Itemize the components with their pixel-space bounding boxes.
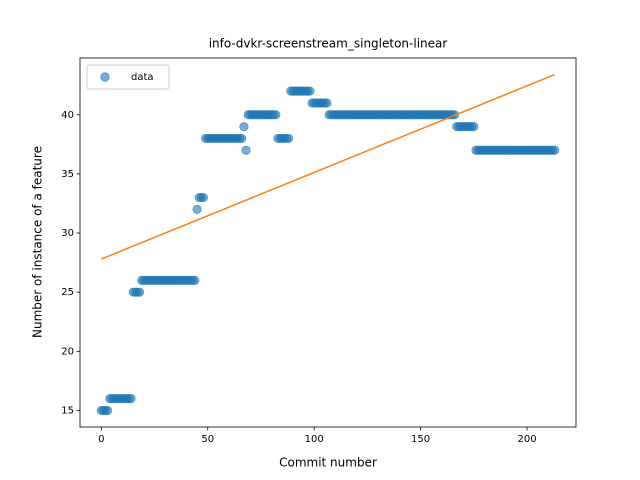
data-point — [192, 204, 202, 214]
data-point — [271, 110, 281, 120]
data-point — [190, 275, 200, 285]
legend-marker — [100, 72, 110, 82]
y-tick-label: 25 — [61, 287, 74, 298]
data-point — [284, 133, 294, 144]
x-tick-label: 0 — [98, 434, 104, 445]
x-tick-label: 150 — [411, 434, 430, 445]
x-tick-label: 50 — [201, 434, 214, 445]
data-point — [237, 133, 247, 144]
data-point — [103, 405, 113, 416]
x-tick-label: 100 — [305, 434, 324, 445]
chart-title: info-dvkr-screenstream_singleton-linear — [209, 37, 448, 51]
data-point — [126, 394, 136, 404]
y-tick-label: 20 — [61, 346, 74, 357]
data-point — [322, 98, 332, 108]
y-axis-label: Number of instance of a feature — [31, 146, 45, 338]
fit-line — [101, 73, 555, 260]
plot-frame — [79, 57, 577, 428]
legend-box — [86, 64, 170, 90]
y-tick-label: 40 — [61, 110, 74, 121]
x-tick-label: 200 — [517, 434, 536, 445]
data-point — [239, 121, 249, 132]
data-point — [135, 287, 145, 297]
data-point — [550, 145, 560, 155]
data-point — [198, 192, 209, 203]
data-point — [469, 121, 479, 132]
y-tick-label: 30 — [61, 228, 74, 239]
y-tick-label: 15 — [61, 405, 74, 416]
y-tick-label: 35 — [61, 169, 74, 180]
data-point — [305, 86, 315, 96]
x-axis-label: Commit number — [279, 456, 377, 470]
data-point — [241, 145, 251, 155]
legend-label: data — [131, 72, 154, 83]
